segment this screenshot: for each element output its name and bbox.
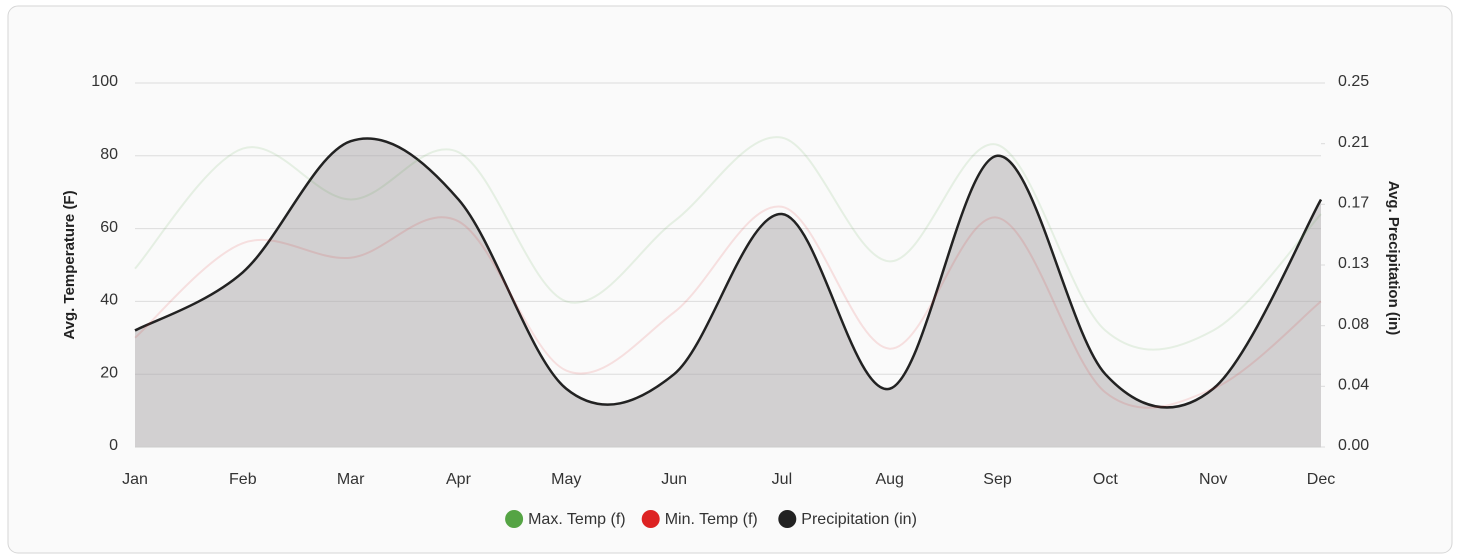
y-tick-label: 20 (100, 364, 118, 381)
x-tick-label: Feb (229, 471, 257, 488)
y2-tick-label: 0.13 (1338, 255, 1369, 272)
y2-tick-label: 0.25 (1338, 73, 1369, 90)
x-tick-label: Mar (337, 471, 365, 488)
y-tick-label: 60 (100, 219, 118, 236)
y2-tick-label: 0.04 (1338, 377, 1369, 394)
y2-tick-label: 0.08 (1338, 316, 1369, 333)
legend-swatch (778, 510, 797, 528)
area (135, 138, 1321, 447)
y2-tick-label: 0.00 (1338, 437, 1369, 454)
x-tick-label: Jul (772, 471, 792, 488)
legend-swatch (641, 510, 660, 528)
y-tick-label: 80 (100, 146, 118, 163)
series-line (134, 205, 1322, 409)
x-tick-label: May (551, 471, 581, 488)
x-tick-label: Sep (983, 471, 1012, 488)
x-tick-label: Dec (1307, 471, 1335, 488)
x-tick-label: Jun (661, 471, 687, 488)
y2-axis-title: Avg. Precipitation (in) (1385, 181, 1402, 335)
y-tick-label: 0 (109, 437, 118, 454)
x-tick-label: Oct (1093, 471, 1118, 488)
y-tick-label: 100 (91, 73, 118, 90)
series-line (134, 136, 1322, 351)
y-tick-label: 40 (100, 292, 118, 309)
legend-label: Min. Temp (f) (665, 511, 758, 528)
x-tick-label: Nov (1199, 471, 1227, 488)
x-tick-label: Jan (122, 471, 148, 488)
legend-label: Precipitation (in) (801, 511, 917, 528)
x-tick-label: Apr (446, 471, 472, 488)
series-line (134, 137, 1323, 409)
y2-tick-label: 0.17 (1338, 195, 1369, 212)
legend-swatch (505, 510, 524, 528)
legend-label: Max. Temp (f) (528, 511, 626, 528)
x-tick-label: Aug (875, 471, 903, 488)
y2-tick-label: 0.21 (1338, 134, 1369, 151)
y-axis-title: Avg. Temperature (F) (61, 190, 78, 339)
